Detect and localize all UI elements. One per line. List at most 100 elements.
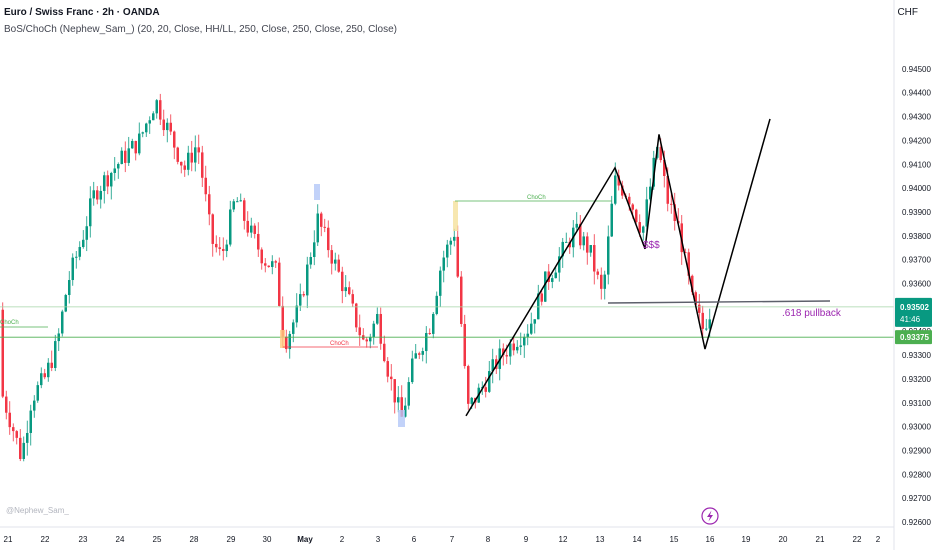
- candle-body: [337, 259, 340, 272]
- candle-body: [134, 140, 137, 154]
- candle-body: [379, 313, 382, 344]
- candle-body: [15, 431, 18, 438]
- candle-body: [537, 293, 540, 320]
- candle-body: [1, 309, 4, 397]
- x-tick-label: May: [297, 535, 313, 544]
- candle-body: [596, 271, 599, 275]
- x-tick-label: 24: [116, 535, 125, 544]
- candle-body: [120, 150, 123, 165]
- x-tick-label: 16: [706, 535, 715, 544]
- candle-body: [204, 177, 207, 195]
- candle-body: [274, 261, 277, 263]
- candle-body: [565, 241, 568, 243]
- candle-body: [236, 201, 239, 203]
- candle-body: [645, 199, 648, 227]
- y-tick-label: 0.94400: [902, 89, 931, 98]
- pullback-label[interactable]: .618 pullback: [782, 308, 842, 319]
- candle-body: [19, 437, 22, 459]
- x-tick-label: 15: [670, 535, 679, 544]
- candle-body: [582, 236, 585, 246]
- candle-body: [190, 152, 193, 163]
- candle-body: [390, 376, 393, 380]
- candle-body: [99, 190, 102, 200]
- x-tick-label: 22: [853, 535, 862, 544]
- x-tick-label: 29: [227, 535, 236, 544]
- indicator-legend[interactable]: BoS/ChoCh (Nephew_Sam_) (20, 20, Close, …: [4, 24, 397, 35]
- candle-body: [449, 240, 452, 245]
- candle-body: [425, 332, 428, 352]
- chart-title: Euro / Swiss Franc · 2h · OANDA: [4, 7, 160, 18]
- candle-body: [215, 243, 218, 248]
- candle-body: [229, 209, 232, 245]
- y-tick-label: 0.93300: [902, 351, 931, 360]
- candle-body: [155, 100, 158, 114]
- candle-body: [607, 236, 610, 275]
- candle-body: [141, 132, 144, 134]
- x-tick-label: 20: [779, 535, 788, 544]
- candle-body: [281, 305, 284, 337]
- candle-body: [29, 410, 32, 433]
- y-tick-label: 0.93800: [902, 232, 931, 241]
- choch-label-red: ChoCh: [330, 341, 349, 347]
- candle-body: [278, 262, 281, 306]
- candle-body: [673, 204, 676, 221]
- candle-body: [78, 246, 81, 257]
- candle-body: [285, 336, 288, 350]
- candle-body: [505, 355, 508, 357]
- candle-body: [355, 303, 358, 328]
- candle-body: [610, 203, 613, 237]
- current-price-tag: [895, 297, 932, 327]
- candle-body: [442, 257, 445, 271]
- candle-body: [411, 358, 414, 383]
- candle-body: [71, 257, 74, 281]
- candle-body: [358, 327, 361, 336]
- candle-body: [271, 261, 274, 267]
- candle-body: [453, 236, 456, 241]
- candle-body: [110, 172, 113, 187]
- candle-body: [89, 198, 92, 227]
- candle-body: [124, 150, 127, 163]
- candle-body: [638, 222, 641, 233]
- candle-body: [138, 133, 141, 154]
- candle-body: [484, 387, 487, 392]
- candle-body: [628, 196, 631, 205]
- candle-body: [5, 396, 8, 413]
- level-price-tag: [895, 330, 932, 345]
- pullback-trend-line[interactable]: [607, 300, 831, 304]
- candle-body: [292, 322, 295, 334]
- candle-body: [348, 287, 351, 295]
- liquidity-label[interactable]: $$$: [643, 240, 660, 251]
- candle-body: [463, 323, 466, 367]
- x-tick-label: 2: [876, 535, 881, 544]
- candle-body: [684, 252, 687, 254]
- x-tick-label: 3: [376, 535, 381, 544]
- candle-body: [145, 123, 148, 133]
- candle-body: [694, 292, 697, 305]
- candle-body: [519, 345, 522, 347]
- candle-body: [404, 405, 407, 417]
- replay-lightning-icon[interactable]: [701, 507, 719, 525]
- candle-body: [341, 271, 344, 292]
- swing-high-box: [314, 184, 320, 200]
- candle-body: [302, 294, 305, 296]
- candle-body: [540, 293, 543, 302]
- zigzag-projection-line[interactable]: [465, 118, 771, 417]
- y-tick-label: 0.93200: [902, 375, 931, 384]
- candle-body: [635, 209, 638, 223]
- candle-body: [467, 366, 470, 404]
- candle-body: [551, 278, 554, 282]
- candle-body: [183, 165, 186, 170]
- swing-low-box: [398, 410, 405, 427]
- y-tick-label: 0.94300: [902, 113, 931, 122]
- candle-body: [418, 353, 421, 355]
- candle-body: [306, 264, 309, 296]
- y-tick-label: 0.92600: [902, 518, 931, 527]
- candle-body: [64, 294, 67, 312]
- candle-body: [239, 200, 242, 202]
- candle-body: [50, 362, 53, 368]
- candle-body: [288, 333, 291, 350]
- candle-body: [421, 351, 424, 355]
- candle-body: [131, 140, 134, 149]
